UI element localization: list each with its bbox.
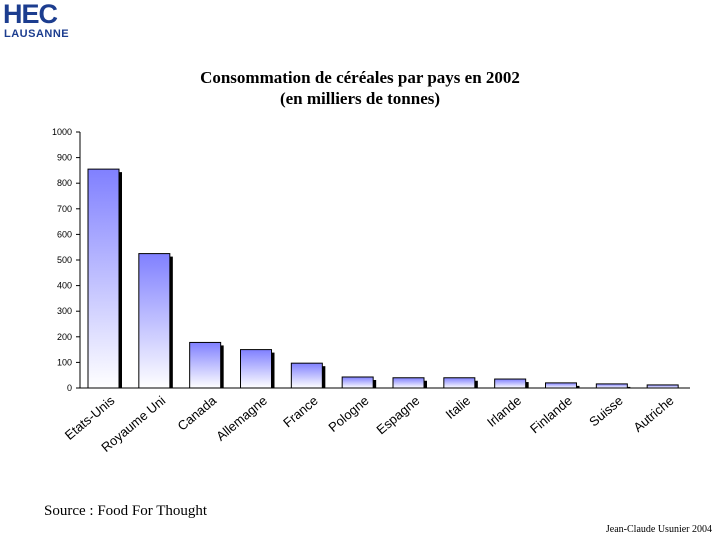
x-tick-label: Allemagne	[213, 393, 270, 444]
y-tick-label: 500	[57, 255, 72, 265]
x-tick-label: Irlande	[484, 393, 524, 430]
y-tick-label: 900	[57, 153, 72, 163]
x-tick-label: Autriche	[630, 393, 676, 435]
x-tick-label: Pologne	[325, 393, 371, 435]
y-tick-label: 100	[57, 357, 72, 367]
y-tick-label: 700	[57, 204, 72, 214]
x-tick-label: Italie	[443, 393, 474, 422]
y-tick-label: 1000	[52, 127, 72, 137]
source-note: Source : Food For Thought	[44, 503, 208, 519]
bar-suisse	[595, 383, 628, 389]
chart-subtitle: (en milliers de tonnes)	[279, 89, 441, 108]
x-tick-label: Finlande	[527, 393, 575, 437]
x-tick-label: Suisse	[586, 393, 626, 430]
logo-text-lausanne: LAUSANNE	[4, 28, 70, 40]
bar-italie	[443, 377, 476, 389]
chart-title: Consommation de céréales par pays en 200…	[200, 68, 520, 87]
bar-irlande	[494, 378, 527, 389]
y-tick-label: 200	[57, 332, 72, 342]
y-tick-label: 600	[57, 229, 72, 239]
axis-layer: 0 100 200 300 400 500 600 700 800 900 1000	[52, 127, 690, 393]
chart-title-block: Consommation de céréales par pays en 200…	[120, 67, 600, 109]
bar-etats-unis	[87, 168, 120, 389]
bar-espagne	[392, 377, 425, 389]
author-credit: Jean-Claude Usunier 2004	[605, 524, 712, 535]
x-tick-label: Espagne	[373, 393, 422, 437]
bar-canada	[189, 341, 222, 389]
bar-allemagne	[240, 349, 272, 389]
logo-text-hec: HEC	[3, 0, 58, 29]
bar-pologne	[341, 376, 374, 389]
x-tick-label: France	[280, 393, 321, 431]
y-tick-label: 400	[57, 281, 72, 291]
bar-finlande	[545, 382, 577, 389]
bar-autriche	[646, 384, 679, 389]
x-tick-label: Canada	[175, 392, 220, 433]
y-tick-label: 300	[57, 306, 72, 316]
bar-layer	[87, 168, 682, 389]
y-tick-label: 0	[67, 383, 72, 393]
y-tick-label: 800	[57, 178, 72, 188]
hec-lausanne-logo: HEC LAUSANNE	[3, 0, 70, 41]
bar-france	[290, 362, 323, 389]
bar-royaume-uni	[138, 253, 171, 389]
